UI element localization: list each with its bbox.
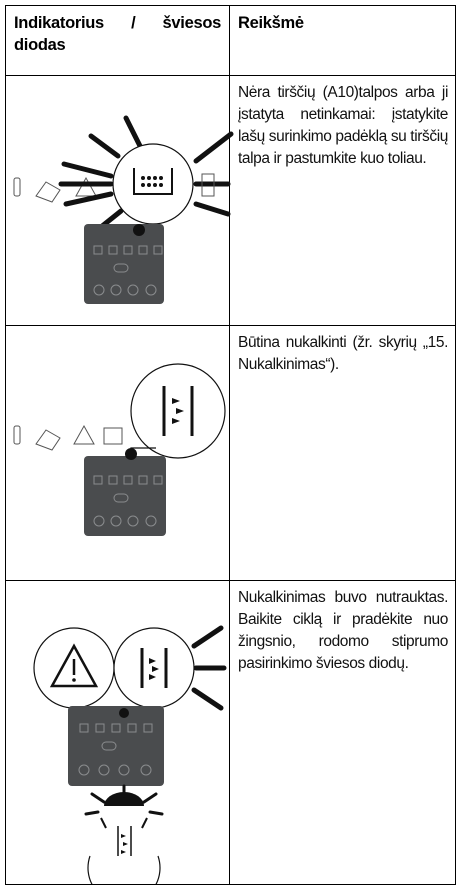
meaning-cell: Nėra tirščių (A10)talpos arba ji įstatyt… bbox=[230, 76, 456, 326]
drawing-part bbox=[110, 515, 122, 527]
drawing-part bbox=[117, 826, 132, 856]
drawing-part bbox=[113, 493, 129, 503]
illustration-2 bbox=[13, 363, 226, 536]
drawing-part bbox=[78, 723, 153, 776]
drawing-part bbox=[111, 723, 121, 733]
drawing-part bbox=[93, 475, 163, 527]
drawing-part bbox=[84, 456, 166, 536]
drawing-part bbox=[100, 817, 148, 829]
drawing-part bbox=[73, 424, 95, 445]
drawing-part bbox=[63, 191, 114, 207]
drawing-part bbox=[93, 475, 103, 485]
drawing-part bbox=[84, 810, 100, 816]
drawing-part bbox=[153, 475, 163, 485]
drawing-part bbox=[110, 284, 122, 296]
drawing-part bbox=[191, 687, 224, 711]
drawing-part bbox=[141, 176, 163, 187]
drawing-part bbox=[147, 176, 151, 180]
drawing-part bbox=[145, 284, 157, 296]
drawing-part bbox=[127, 515, 139, 527]
header-cell: Indikatorius / šviesos diodas bbox=[6, 6, 230, 76]
drawing-part bbox=[201, 173, 215, 197]
drawing-part bbox=[79, 723, 89, 733]
drawing-part bbox=[112, 143, 194, 225]
illustration-3 bbox=[33, 625, 227, 884]
drawing-part bbox=[61, 161, 114, 179]
drawing-part bbox=[140, 764, 152, 776]
drawing-part bbox=[148, 810, 164, 816]
drawing-part bbox=[93, 515, 105, 527]
drawing-part bbox=[72, 678, 76, 682]
drawing-part bbox=[123, 245, 133, 255]
drawing-part bbox=[101, 741, 117, 751]
drawing-part bbox=[95, 723, 105, 733]
meaning-cell: Būtina nukalkinti (žr. skyrių „15. Nukal… bbox=[230, 326, 456, 581]
drawing-part bbox=[113, 263, 129, 273]
drawing-part bbox=[35, 429, 61, 451]
drawing-part bbox=[93, 245, 103, 255]
header-cell: Reikšmė bbox=[230, 6, 456, 76]
drawing-part bbox=[103, 427, 123, 445]
drawing-part bbox=[172, 398, 184, 424]
drawing-part bbox=[193, 201, 231, 217]
drawing-part bbox=[104, 792, 144, 806]
drawing-part bbox=[98, 764, 110, 776]
drawing-part bbox=[125, 448, 137, 460]
drawing-part bbox=[93, 284, 105, 296]
drawing-part bbox=[35, 181, 61, 203]
drawing-part bbox=[93, 245, 163, 296]
drawing-part bbox=[108, 245, 118, 255]
drawing-part bbox=[127, 284, 139, 296]
drawing-part bbox=[119, 708, 129, 718]
drawing-part bbox=[78, 764, 90, 776]
table: Indikatorius / šviesos diodas Reikšmė Nė… bbox=[5, 5, 456, 885]
drawing-part bbox=[138, 245, 148, 255]
drawing-part bbox=[127, 723, 137, 733]
drawing-part bbox=[138, 475, 148, 485]
drawing-part bbox=[153, 176, 157, 180]
drawing-part bbox=[141, 176, 145, 180]
drawing-part bbox=[133, 224, 145, 236]
drawing-part bbox=[121, 834, 128, 854]
drawing-part bbox=[147, 183, 151, 187]
drawing-part bbox=[88, 133, 121, 159]
drawing-part bbox=[159, 176, 163, 180]
drawing-part bbox=[162, 386, 194, 436]
image-cell bbox=[6, 581, 230, 884]
drawing-part bbox=[143, 723, 153, 733]
drawing-part bbox=[75, 176, 97, 197]
drawing-part bbox=[108, 475, 118, 485]
image-cell bbox=[6, 326, 230, 581]
drawing-part bbox=[142, 792, 158, 804]
image-cell bbox=[6, 76, 230, 326]
drawing-part bbox=[87, 855, 161, 884]
drawing-part bbox=[153, 245, 163, 255]
drawing-part bbox=[13, 425, 21, 445]
drawing-part bbox=[191, 625, 224, 649]
illustrations bbox=[13, 115, 234, 884]
drawing-part bbox=[90, 792, 106, 804]
drawing-part bbox=[140, 648, 168, 688]
drawing-part bbox=[159, 183, 163, 187]
drawing-part bbox=[141, 183, 145, 187]
drawing-part bbox=[145, 515, 157, 527]
meaning-cell: Nukalkinimas buvo nutrauktas. Baikite ci… bbox=[238, 589, 448, 672]
drawing-part bbox=[123, 115, 143, 149]
drawing-part bbox=[133, 168, 173, 195]
illustration-1 bbox=[13, 115, 234, 304]
drawing-part bbox=[123, 475, 133, 485]
drawing-part bbox=[49, 643, 99, 688]
drawing-part bbox=[153, 183, 157, 187]
drawing-part bbox=[149, 658, 159, 680]
drawing-part bbox=[118, 764, 130, 776]
drawing-part bbox=[193, 131, 234, 164]
drawing-part bbox=[13, 177, 21, 197]
